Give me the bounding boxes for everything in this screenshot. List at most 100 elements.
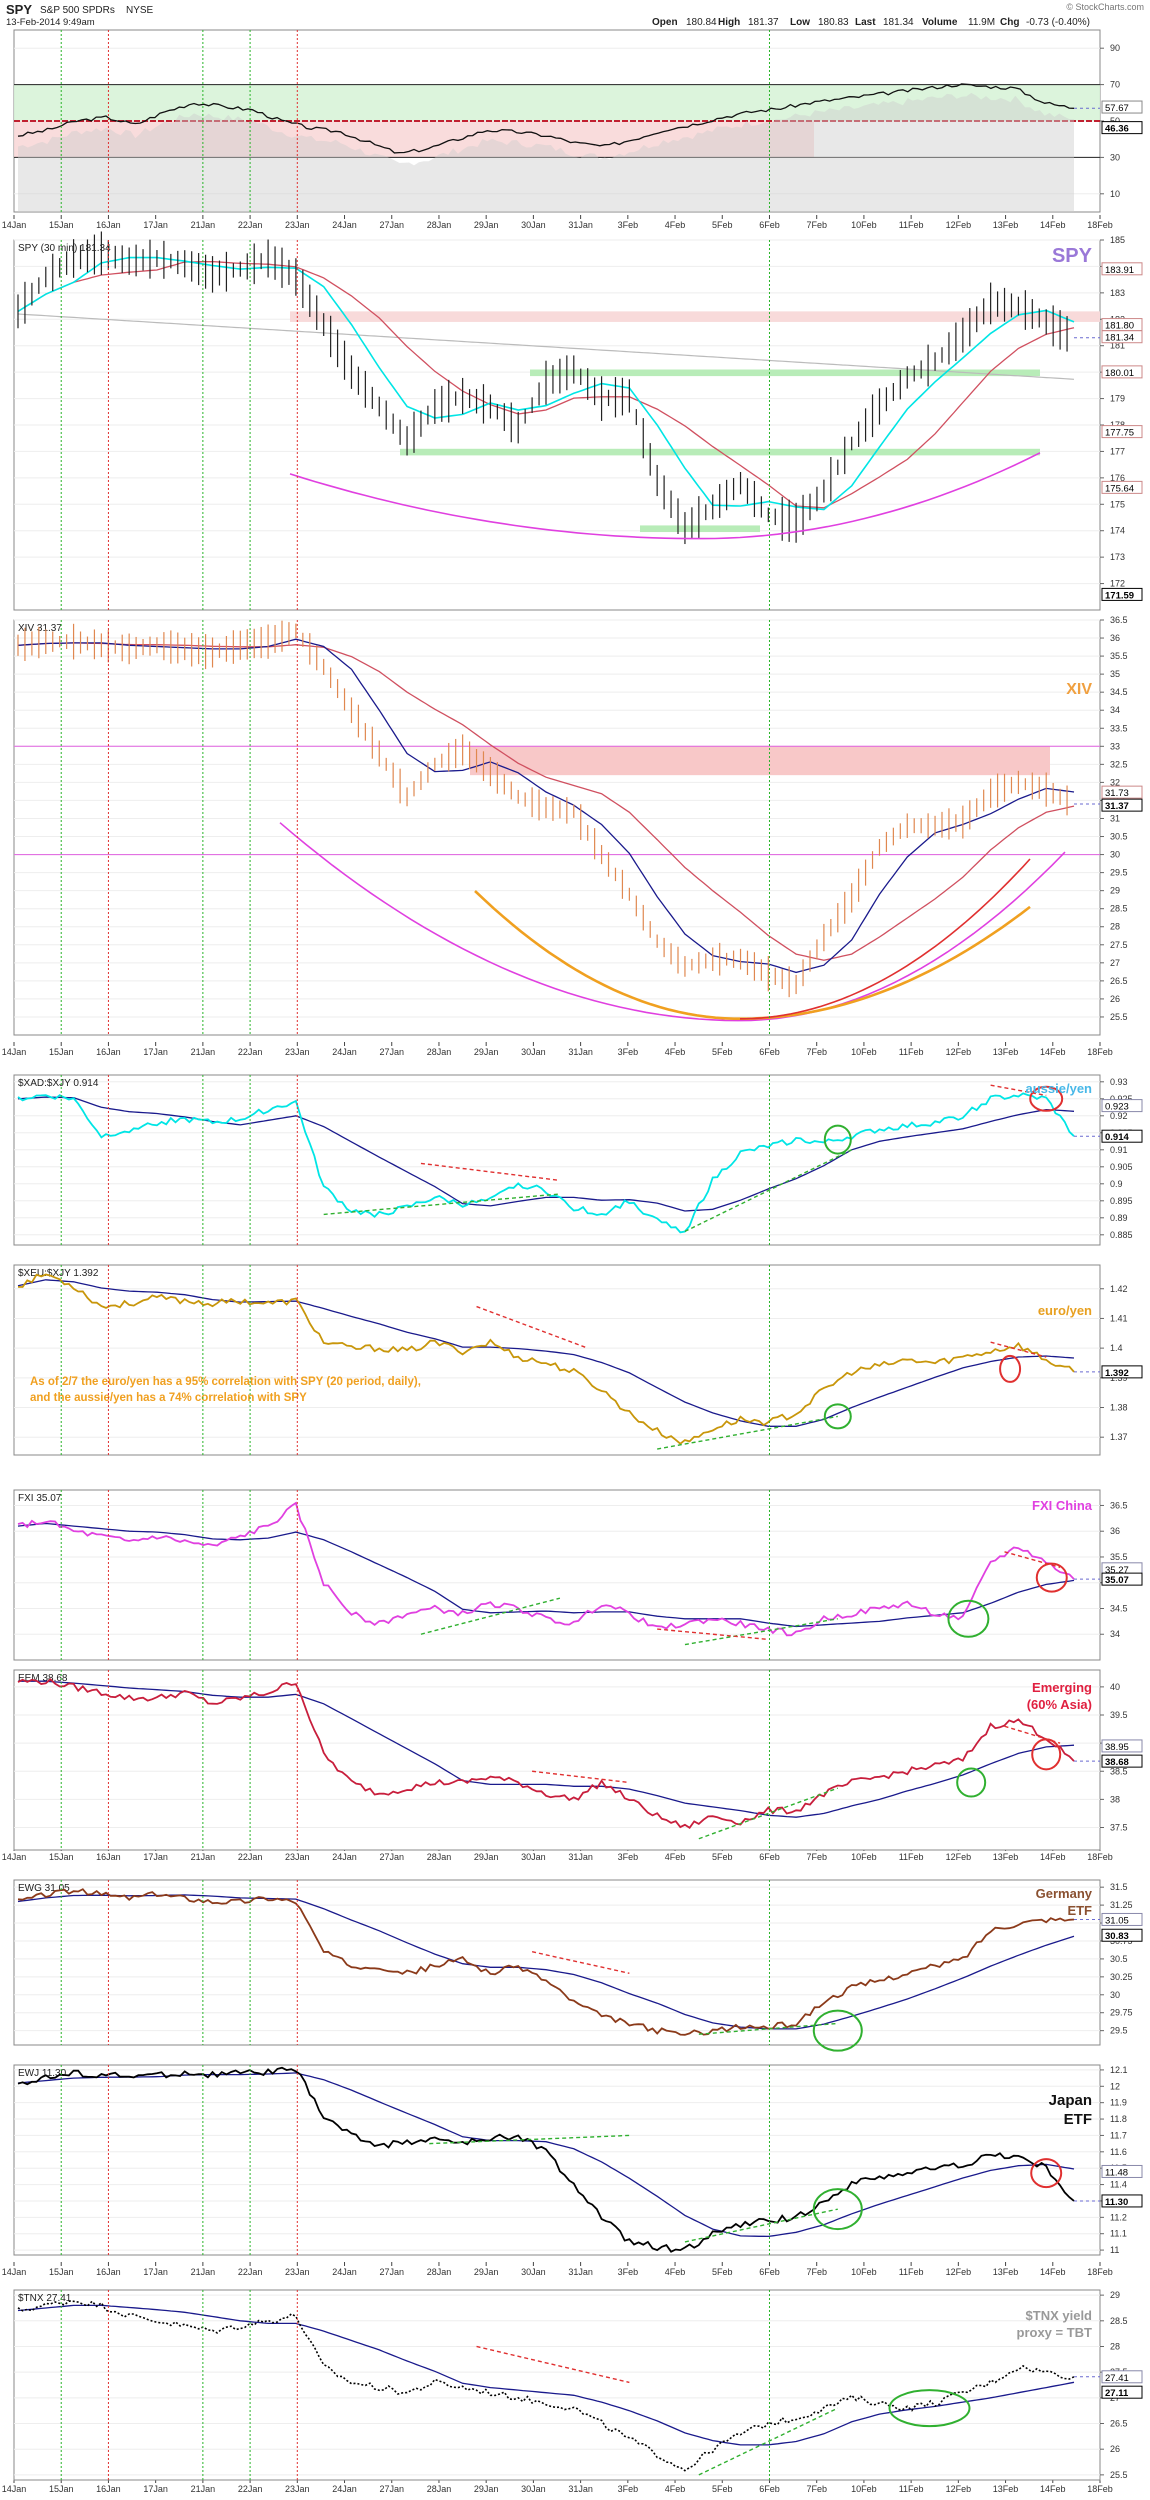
panel-8: 1111.111.211.311.411.511.611.711.811.912… <box>13 2064 1143 2256</box>
x-tick-label: 12Feb <box>946 220 972 230</box>
y-tick-label: 29 <box>1110 2290 1120 2300</box>
y-tick-label: 34 <box>1110 1629 1120 1639</box>
y-tick-label: 11.9 <box>1110 2098 1127 2108</box>
y-tick-label: 1.42 <box>1110 1284 1128 1294</box>
x-tick-label: 7Feb <box>806 1047 827 1057</box>
value-tag-text: 38.95 <box>1105 1742 1129 1753</box>
x-tick-label: 7Feb <box>806 220 827 230</box>
x-tick-label: 27Jan <box>379 1047 404 1057</box>
x-tick-label: 14Feb <box>1040 2267 1066 2277</box>
value-tag <box>1101 262 1143 276</box>
y-tick-label: 32 <box>1110 777 1120 787</box>
x-tick-label: 7Feb <box>806 2267 827 2277</box>
x-tick-label: 29Jan <box>474 1047 499 1057</box>
x-tick-label: 22Jan <box>238 1047 263 1057</box>
y-tick-label: 26 <box>1110 994 1120 1004</box>
x-tick-label: 3Feb <box>618 2267 639 2277</box>
panel-0: 10 30 50 70 90 57.67 46.36 <box>13 29 1143 213</box>
y-tick-label: 30 <box>1110 152 1120 162</box>
y-tick-label: 50 <box>1110 116 1120 126</box>
x-tick-label: 14Feb <box>1040 1047 1066 1057</box>
value-tag-text: 31.37 <box>1105 801 1129 812</box>
y-tick-label: 173 <box>1110 552 1125 562</box>
xiv-ma-navy <box>17 638 1075 974</box>
panel-4: 1.371.381.391.41.411.42$XEU:$XJY 1.392eu… <box>13 1264 1143 1456</box>
y-tick-label: 30.25 <box>1110 1972 1133 1982</box>
highlight-circle <box>956 1767 987 1798</box>
divergence-line <box>429 2134 630 2145</box>
x-tick-label: 10Feb <box>851 2484 877 2494</box>
panel-frame <box>13 2289 1101 2481</box>
divergence-line <box>698 2022 838 2035</box>
x-tick-label: 16Jan <box>96 1047 121 1057</box>
x-tick-label: 6Feb <box>759 2484 780 2494</box>
series-label: aussie/yen <box>1026 1081 1093 1096</box>
x-tick-label: 22Jan <box>238 220 263 230</box>
header-exchange: NYSE <box>126 5 154 16</box>
series-sublabel: ETF <box>1064 2111 1092 2128</box>
long-ma <box>17 313 1075 380</box>
y-tick-label: 0.91 <box>1110 1145 1128 1155</box>
x-tick-label: 6Feb <box>759 2267 780 2277</box>
value-tag <box>1101 1099 1143 1113</box>
quote-value: 11.9M <box>968 17 995 28</box>
value-tag-text: 35.07 <box>1105 1575 1129 1586</box>
value-tag <box>1101 121 1143 135</box>
x-tick-label: 17Jan <box>143 2267 168 2277</box>
x-axis-labels: 14Jan 15Jan 16Jan 17Jan 21Jan 22Jan 23Jan 24Jan… <box>2 1847 1113 1862</box>
header-datetime: 13-Feb-2014 9:49am <box>6 17 95 28</box>
y-tick-label: 36.5 <box>1110 615 1128 625</box>
x-tick-label: 23Jan <box>285 220 310 230</box>
x-tick-label: 6Feb <box>759 220 780 230</box>
x-tick-label: 29Jan <box>474 2484 499 2494</box>
x-tick-label: 28Jan <box>427 1852 452 1862</box>
x-tick-label: 18Feb <box>1087 2484 1113 2494</box>
x-tick-label: 7Feb <box>806 2484 827 2494</box>
series-label: $TNX yield <box>1026 2308 1093 2323</box>
highlight-circle <box>1031 1738 1062 1771</box>
divergence-line <box>684 2208 838 2243</box>
x-tick-label: 24Jan <box>332 2267 357 2277</box>
y-tick-label: 37.5 <box>1110 1823 1128 1833</box>
x-tick-label: 13Feb <box>993 1047 1019 1057</box>
x-tick-label: 5Feb <box>712 2484 733 2494</box>
x-axis-labels: 14Jan 15Jan 16Jan 17Jan 21Jan 22Jan 23Jan 24Jan… <box>2 2479 1113 2494</box>
value-tag-text: 0.923 <box>1105 1102 1129 1113</box>
y-tick-label: 35.5 <box>1110 651 1128 661</box>
y-tick-label: 0.92 <box>1110 1111 1128 1121</box>
red-bowl <box>739 858 1031 1020</box>
y-tick-label: 26.5 <box>1110 976 1128 986</box>
support-zone <box>530 369 1040 377</box>
value-tag-text: 30.83 <box>1105 1931 1129 1942</box>
x-tick-label: 23Jan <box>285 2484 310 2494</box>
x-tick-label: 10Feb <box>851 1852 877 1862</box>
x-tick-label: 17Jan <box>143 1852 168 1862</box>
x-tick-label: 17Jan <box>143 220 168 230</box>
value-tag-text: 180.01 <box>1105 368 1134 379</box>
y-tick-label: 0.89 <box>1110 1213 1128 1223</box>
value-tag-text: 46.36 <box>1105 124 1129 135</box>
highlight-circle <box>999 1354 1022 1383</box>
value-tag <box>1101 1754 1143 1768</box>
x-tick-label: 14Jan <box>2 1852 27 1862</box>
panel-title: EWG 31.05 <box>18 1883 70 1894</box>
moving-average <box>17 1279 1075 1427</box>
rsi-green-zone <box>14 84 1100 121</box>
divergence-line <box>684 1149 852 1233</box>
x-axis-labels: 14Jan 15Jan 16Jan 17Jan 21Jan 22Jan 23Jan 24Jan… <box>2 215 1113 230</box>
y-tick-label: 38 <box>1110 1794 1120 1804</box>
y-tick-label: 0.895 <box>1110 1196 1133 1206</box>
price-line <box>17 2066 1075 2253</box>
x-tick-label: 27Jan <box>379 2484 404 2494</box>
highlight-circle <box>823 1124 852 1155</box>
y-tick-label: 38.5 <box>1110 1766 1128 1776</box>
x-tick-label: 13Feb <box>993 1852 1019 1862</box>
y-tick-label: 11 <box>1110 2245 1119 2255</box>
value-tag-text: 35.27 <box>1105 1565 1129 1576</box>
price-line <box>17 1092 1075 1234</box>
header-name: S&P 500 SPDRs <box>40 5 115 16</box>
panel-title: $TNX 27.41 <box>18 2293 72 2304</box>
x-tick-label: 14Jan <box>2 2267 27 2277</box>
panel-3: 0.8850.890.8950.90.9050.910.9150.920.925… <box>13 1074 1143 1246</box>
